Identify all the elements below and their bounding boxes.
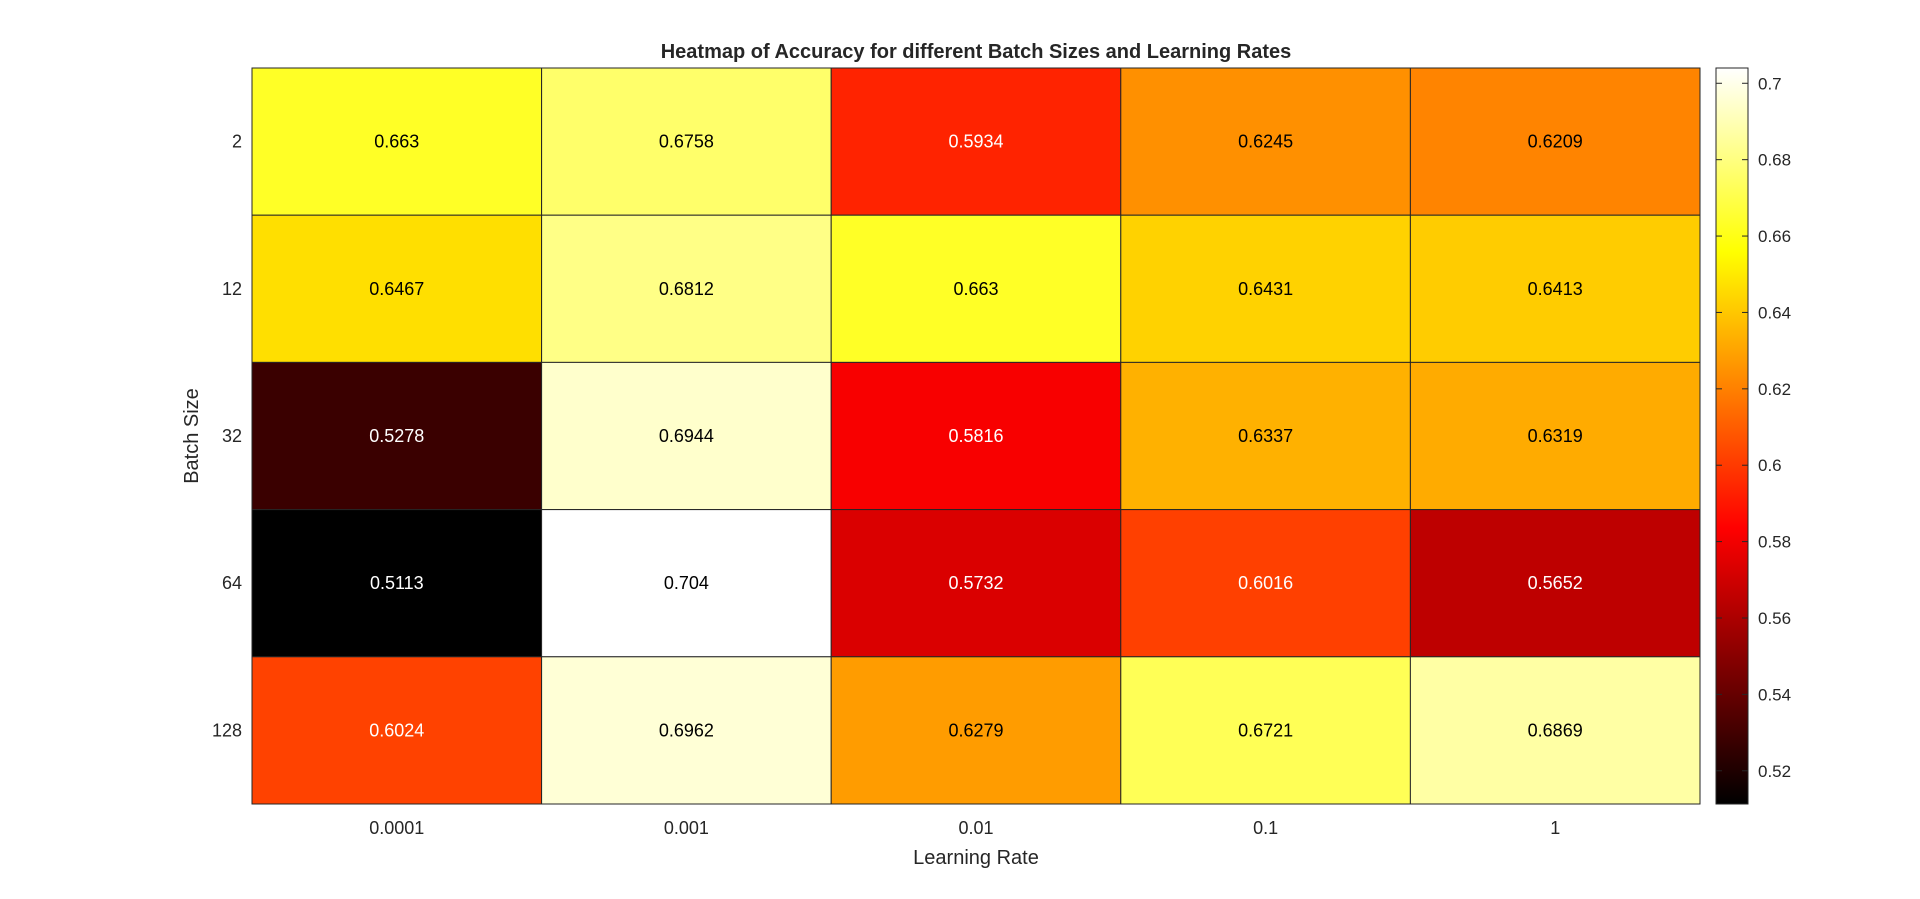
y-tick-label: 128 bbox=[212, 720, 242, 740]
heatmap-cell-label: 0.5278 bbox=[369, 426, 424, 446]
heatmap-cell-label: 0.6279 bbox=[948, 720, 1003, 740]
heatmap-cell-label: 0.5934 bbox=[948, 132, 1003, 152]
y-tick-label: 32 bbox=[222, 426, 242, 446]
chart-title: Heatmap of Accuracy for different Batch … bbox=[661, 41, 1292, 63]
heatmap-cell bbox=[1409, 361, 1701, 511]
y-tick-label: 12 bbox=[222, 279, 242, 299]
colorbar-tick-label: 0.62 bbox=[1758, 380, 1791, 399]
heatmap-cell bbox=[1120, 509, 1411, 658]
x-tick-label: 0.01 bbox=[958, 818, 993, 838]
heatmap-cell bbox=[830, 509, 1122, 658]
heatmap-cell-label: 0.6758 bbox=[659, 132, 714, 152]
x-tick-label: 0.1 bbox=[1253, 818, 1278, 838]
heatmap-cell-label: 0.6024 bbox=[369, 720, 424, 740]
colorbar-tick-label: 0.52 bbox=[1758, 762, 1791, 781]
heatmap-cell-label: 0.663 bbox=[953, 279, 998, 299]
heatmap-cell bbox=[251, 656, 543, 805]
heatmap-cell-label: 0.5113 bbox=[370, 573, 424, 593]
x-tick-label: 0.0001 bbox=[369, 818, 424, 838]
heatmap-cell-label: 0.5652 bbox=[1528, 573, 1583, 593]
heatmap-cell-label: 0.663 bbox=[374, 132, 419, 152]
heatmap-cell bbox=[830, 361, 1122, 511]
x-axis-label: Learning Rate bbox=[913, 847, 1039, 869]
colorbar-tick-label: 0.54 bbox=[1758, 685, 1791, 704]
heatmap-cell-label: 0.6413 bbox=[1528, 279, 1583, 299]
heatmap-cell bbox=[541, 361, 832, 511]
heatmap-cell bbox=[1120, 361, 1411, 511]
heatmap-cell bbox=[1409, 656, 1701, 805]
colorbar-tick-label: 0.56 bbox=[1758, 609, 1791, 628]
colorbar-tick-label: 0.68 bbox=[1758, 151, 1791, 170]
heatmap-cell-label: 0.6944 bbox=[659, 426, 714, 446]
heatmap-cell bbox=[541, 656, 832, 805]
y-axis-tick-labels: 2 12 32 64 128 bbox=[212, 132, 242, 741]
heatmap-cell-label: 0.5732 bbox=[948, 573, 1003, 593]
heatmap-cell bbox=[251, 214, 543, 363]
heatmap-cell-label: 0.6337 bbox=[1238, 426, 1293, 446]
y-tick-label: 64 bbox=[222, 573, 242, 593]
x-tick-label: 1 bbox=[1550, 818, 1560, 838]
heatmap-cells bbox=[251, 67, 1701, 805]
heatmap-cell-label: 0.6812 bbox=[659, 279, 714, 299]
colorbar-ticks: 0.52 0.54 0.56 0.58 0.6 0.62 0.64 0.66 0.68 0.7 bbox=[1716, 74, 1791, 781]
colorbar-tick-label: 0.58 bbox=[1758, 533, 1791, 552]
heatmap-cell bbox=[251, 67, 543, 216]
heatmap-cell bbox=[541, 67, 832, 216]
heatmap-cell-label: 0.6962 bbox=[659, 720, 714, 740]
y-axis-label: Batch Size bbox=[181, 388, 203, 484]
heatmap-cell-label: 0.6721 bbox=[1238, 720, 1293, 740]
colorbar-tick-label: 0.6 bbox=[1758, 456, 1782, 475]
heatmap-cell-label: 0.6016 bbox=[1238, 573, 1293, 593]
colorbar bbox=[1715, 67, 1749, 805]
heatmap-cell-label: 0.5816 bbox=[948, 426, 1003, 446]
plot-area-border bbox=[251, 67, 1701, 805]
x-tick-label: 0.001 bbox=[664, 818, 709, 838]
heatmap-cell-label: 0.6869 bbox=[1528, 720, 1583, 740]
heatmap-cell-label: 0.704 bbox=[664, 573, 709, 593]
colorbar-tick-label: 0.64 bbox=[1758, 303, 1791, 322]
heatmap-cell bbox=[541, 509, 832, 658]
heatmap-cell-label: 0.6245 bbox=[1238, 132, 1293, 152]
heatmap-cell bbox=[1409, 214, 1701, 363]
heatmap-cell-label: 0.6431 bbox=[1238, 279, 1293, 299]
heatmap-cell bbox=[1120, 67, 1411, 216]
heatmap-cell-label: 0.6209 bbox=[1528, 132, 1583, 152]
heatmap-cell-labels: 0.663 0.6758 0.5934 0.6245 0.6209 0.6467 0.681… bbox=[369, 132, 1582, 741]
heatmap-cell bbox=[1409, 509, 1701, 658]
heatmap-cell bbox=[830, 214, 1122, 363]
heatmap-cell-label: 0.6467 bbox=[369, 279, 424, 299]
colorbar-tick-label: 0.66 bbox=[1758, 227, 1791, 246]
heatmap-cell bbox=[541, 214, 832, 363]
colorbar-tick-label: 0.7 bbox=[1758, 74, 1782, 93]
y-tick-label: 2 bbox=[232, 132, 242, 152]
heatmap-cell bbox=[1409, 67, 1701, 216]
x-axis-tick-labels: 0.0001 0.001 0.01 0.1 1 bbox=[369, 818, 1560, 838]
heatmap-cell-label: 0.6319 bbox=[1528, 426, 1583, 446]
heatmap-cell bbox=[830, 656, 1122, 805]
